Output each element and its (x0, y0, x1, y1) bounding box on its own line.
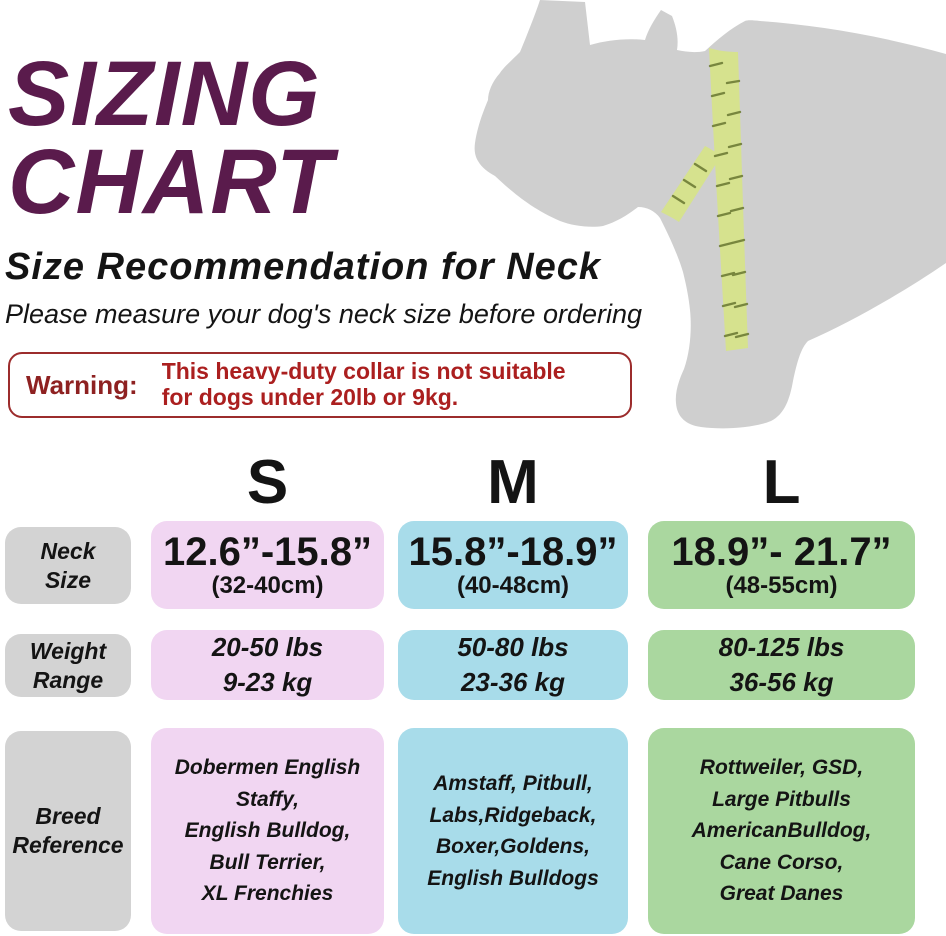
size-header-s: S (246, 448, 289, 517)
neck-size-cell-l: 18.9”- 21.7” (48-55cm) (648, 521, 915, 609)
dog-body-shape (474, 0, 946, 429)
subtitle: Size Recommendation for Neck (5, 246, 602, 288)
warning-label: Warning: (26, 369, 138, 400)
tape-tick-marks (671, 61, 750, 339)
measure-note: Please measure your dog's neck size befo… (5, 299, 643, 329)
breed-reference-cell-m: Amstaff, Pitbull, Labs,Ridgeback, Boxer,… (398, 728, 628, 934)
row-label-text: Breed Reference (12, 803, 124, 858)
weight-range-l: 80-125 lbs 36-56 kg (718, 631, 845, 697)
weight-range-cell-m: 50-80 lbs 23-36 kg (398, 630, 628, 700)
row-label-neck-size: Neck Size (5, 527, 131, 604)
weight-range-cell-s: 20-50 lbs 9-23 kg (151, 630, 384, 700)
neck-size-cell-m: 15.8”-18.9” (40-48cm) (398, 521, 628, 609)
warning-box: Warning: This heavy-duty collar is not s… (8, 352, 632, 418)
neck-size-l-cm: (48-55cm) (725, 572, 838, 600)
row-label-text: Weight Range (29, 637, 107, 693)
breed-reference-m: Amstaff, Pitbull, Labs,Ridgeback, Boxer,… (427, 772, 599, 890)
breed-reference-cell-l: Rottweiler, GSD, Large Pitbulls American… (648, 728, 915, 934)
warning-text: This heavy-duty collar is not suitable f… (161, 358, 566, 410)
size-header-m: M (487, 448, 539, 517)
neck-size-l-inches: 18.9”- 21.7” (671, 530, 892, 575)
weight-range-s: 20-50 lbs 9-23 kg (211, 631, 324, 697)
neck-size-m-cm: (40-48cm) (456, 572, 570, 600)
breed-reference-l: Rottweiler, GSD, Large Pitbulls American… (691, 756, 872, 906)
breed-reference-s: Dobermen English Staffy, English Bulldog… (174, 756, 361, 906)
breed-reference-cell-s: Dobermen English Staffy, English Bulldog… (151, 728, 384, 934)
neck-size-cell-s: 12.6”-15.8” (32-40cm) (151, 521, 384, 609)
weight-range-cell-l: 80-125 lbs 36-56 kg (648, 630, 915, 700)
weight-range-m: 50-80 lbs 23-36 kg (457, 631, 569, 697)
row-label-text: Neck Size (40, 537, 96, 593)
neck-size-m-inches: 15.8”-18.9” (408, 530, 618, 575)
size-header-l: L (762, 448, 801, 517)
row-label-breed-reference: Breed Reference (5, 731, 131, 931)
row-label-weight-range: Weight Range (5, 634, 131, 697)
dog-silhouette-graphic (474, 0, 946, 429)
page-title: SIZING CHART (8, 43, 334, 234)
neck-size-s-cm: (32-40cm) (211, 572, 324, 600)
neck-size-s-inches: 12.6”-15.8” (162, 530, 373, 575)
